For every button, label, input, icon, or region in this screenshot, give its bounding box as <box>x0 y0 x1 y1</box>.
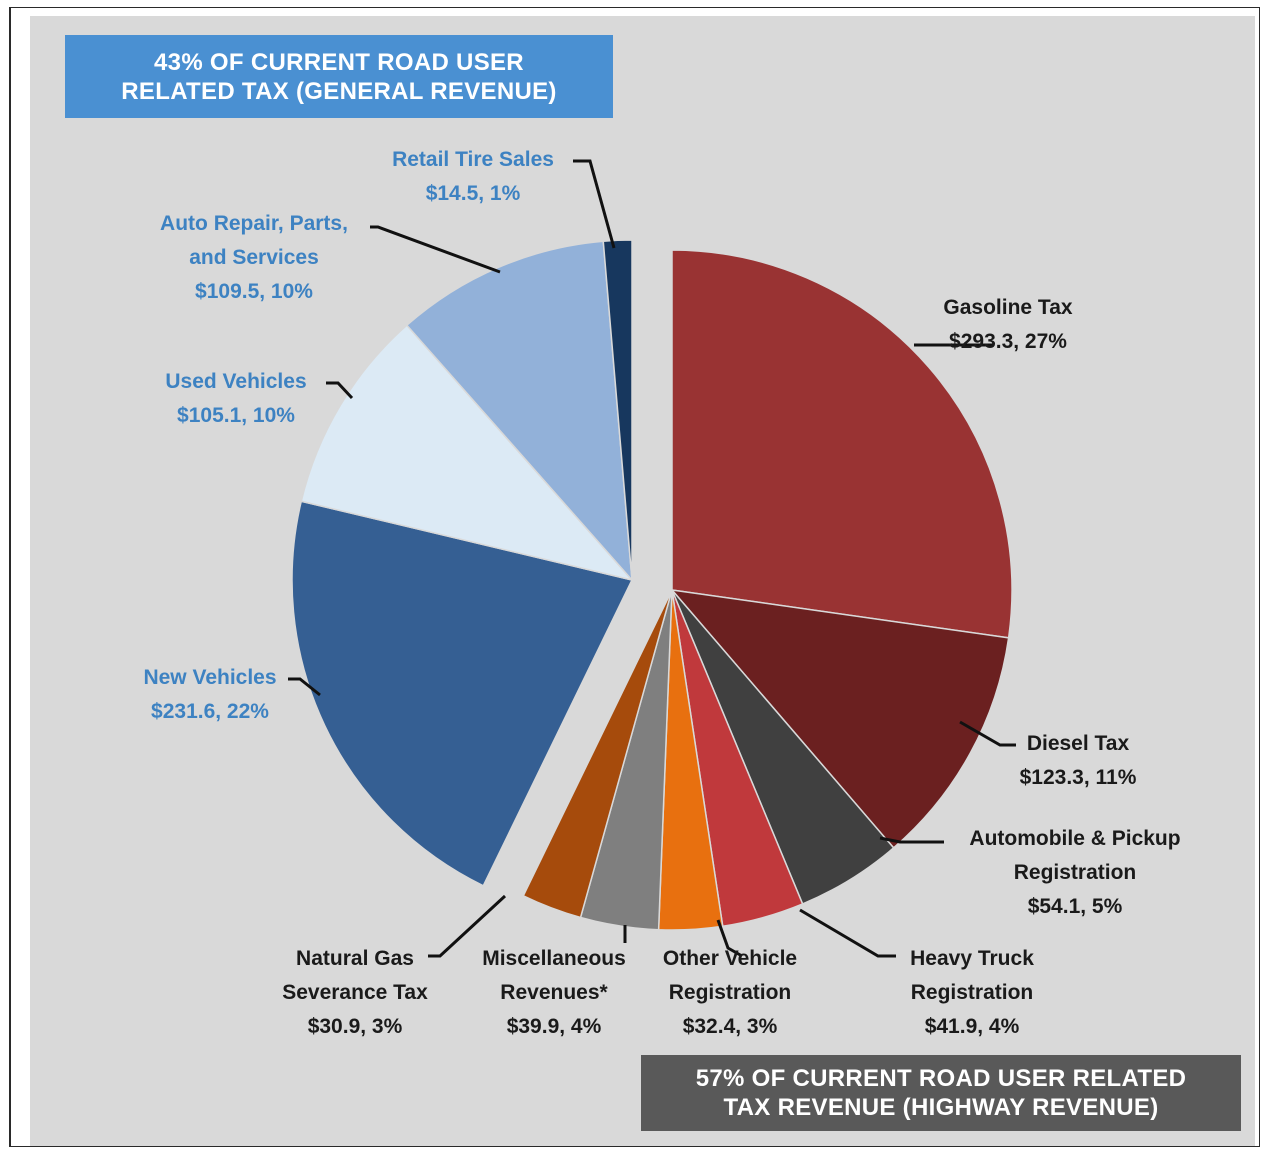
data-label-line: $105.1, 10% <box>177 404 295 427</box>
leader-line-other-vehicle-registration <box>716 919 743 958</box>
data-label-diesel-tax: Diesel Tax $123.3, 11% <box>1020 732 1137 789</box>
data-label-line: Automobile & Pickup <box>969 827 1180 850</box>
leader-line-automobile-pickup-registration <box>879 836 944 844</box>
data-label-line: Used Vehicles <box>165 370 306 393</box>
data-label-line: $41.9, 4% <box>925 1015 1020 1038</box>
data-label-line: $30.9, 3% <box>308 1015 403 1038</box>
data-label-line: Retail Tire Sales <box>392 148 554 171</box>
leader-line-natural-gas-severance-tax <box>428 894 507 958</box>
data-label-heavy-truck-registration: Heavy Truck Registration $41.9, 4% <box>910 947 1034 1038</box>
leader-line-diesel-tax <box>959 720 1016 747</box>
general-banner-line-1: 43% OF CURRENT ROAD USER <box>154 48 524 76</box>
general-banner-line-2: RELATED TAX (GENERAL REVENUE) <box>121 77 557 105</box>
pie-slice-gasoline-tax <box>671 249 1013 639</box>
leader-line-new-vehicles <box>288 677 321 697</box>
data-label-line: $54.1, 5% <box>1028 895 1123 918</box>
highway-banner-line-1: 57% OF CURRENT ROAD USER RELATED <box>695 1065 1187 1092</box>
data-label-line: and Services <box>189 246 319 269</box>
data-label-automobile-pickup-registration: Automobile & Pickup Registration $54.1, 5% <box>969 827 1180 918</box>
leader-line-auto-repair-parts-and-services <box>370 225 501 274</box>
leader-line-used-vehicles <box>326 381 354 400</box>
data-label-line: Heavy Truck <box>910 947 1034 970</box>
data-label-line: $293.3, 27% <box>949 330 1067 353</box>
leader-line-heavy-truck-registration <box>799 908 896 958</box>
data-label-line: Revenues* <box>500 981 608 1004</box>
data-label-line: $39.9, 4% <box>507 1015 602 1038</box>
data-label-used-vehicles: Used Vehicles $105.1, 10% <box>165 370 306 427</box>
data-label-natural-gas-severance-tax: Natural Gas Severance Tax $30.9, 3% <box>282 947 428 1038</box>
data-label-line: Registration <box>669 981 792 1004</box>
data-label-line: Miscellaneous <box>482 947 626 970</box>
data-label-line: Other Vehicle <box>663 947 797 970</box>
data-label-auto-repair-parts-and-services: Auto Repair, Parts, and Services $109.5, 1… <box>160 212 348 303</box>
pie-slice-natural-gas-severance-tax <box>522 589 673 919</box>
data-label-line: Diesel Tax <box>1027 732 1130 755</box>
data-label-line: New Vehicles <box>143 666 276 689</box>
pie-slice-new-vehicles <box>291 500 634 887</box>
data-label-line: Registration <box>911 981 1034 1004</box>
data-label-other-vehicle-registration: Other Vehicle Registration $32.4, 3% <box>663 947 797 1038</box>
leader-line-retail-tire-sales <box>573 159 616 249</box>
pie-slice-used-vehicles <box>300 324 635 582</box>
data-label-line: Auto Repair, Parts, <box>160 212 348 235</box>
data-label-line: Severance Tax <box>282 981 428 1004</box>
highway-banner-line-2: TAX REVENUE (HIGHWAY REVENUE) <box>723 1094 1159 1121</box>
pie-slice-diesel-tax <box>670 588 1010 849</box>
data-label-line: Natural Gas <box>296 947 414 970</box>
chart-background <box>30 16 1255 1146</box>
pie-slice-auto-repair-parts-and-services <box>405 240 633 583</box>
data-label-retail-tire-sales: Retail Tire Sales $14.5, 1% <box>392 148 554 205</box>
highway-revenue-banner: 57% OF CURRENT ROAD USER RELATED TAX REV… <box>641 1055 1241 1131</box>
pie-slice-retail-tire-sales <box>602 239 633 581</box>
general-revenue-banner: 43% OF CURRENT ROAD USER RELATED TAX (GE… <box>65 35 613 118</box>
data-label-line: $32.4, 3% <box>683 1015 778 1038</box>
data-label-line: $123.3, 11% <box>1020 766 1137 789</box>
data-label-line: $109.5, 10% <box>195 280 313 303</box>
data-label-line: Gasoline Tax <box>943 296 1072 319</box>
data-label-gasoline-tax: Gasoline Tax $293.3, 27% <box>943 296 1072 353</box>
data-label-miscellaneous-revenues: Miscellaneous Revenues* $39.9, 4% <box>482 947 626 1038</box>
data-label-line: Registration <box>1014 861 1137 884</box>
data-label-line: $231.6, 22% <box>151 700 269 723</box>
data-label-new-vehicles: New Vehicles $231.6, 22% <box>143 666 276 723</box>
data-label-line: $14.5, 1% <box>426 182 521 205</box>
